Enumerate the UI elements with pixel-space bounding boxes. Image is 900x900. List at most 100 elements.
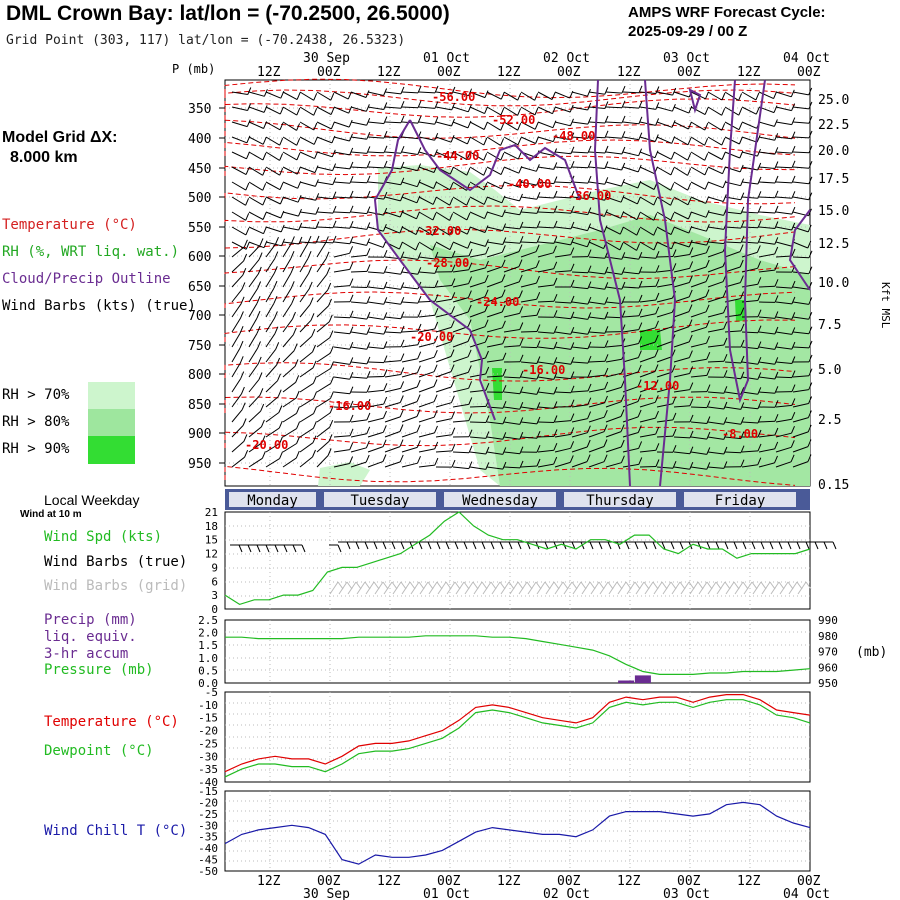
wind-barb-flag [417,115,422,124]
bottom-time-tick: 12Z [617,874,641,889]
wind-barb-flag [739,275,744,283]
wind-barb-staff [231,106,248,111]
y-tick-label: 12 [205,548,218,561]
wind-barb-flag [808,354,813,363]
top-time-tick: 12Z [737,65,761,80]
wind-barb-staff [520,166,537,172]
wind-barb-flag [502,385,507,393]
weekday-cell-inner [324,492,436,507]
wind-barb-staff [792,256,810,259]
wind-barb-flag [308,281,313,290]
wind-barb-staff [571,121,588,125]
grid-barb-staff [626,581,636,595]
wind-barb-flag [637,379,642,387]
wind-barb-staff [231,226,247,236]
wind-barb-flag [245,167,250,175]
wind-barb-flag [502,368,507,377]
true-barb-flag [661,541,666,550]
wind-barb-flag [740,387,745,395]
wind-barb-staff [299,288,310,303]
wind-barb-staff [571,446,588,453]
wind-barb-staff [435,341,452,348]
wind-barb-staff [537,106,553,115]
wind-barb-staff [690,266,707,273]
bottom-time-tick: 12Z [737,874,761,889]
grid-barb-staff [653,581,663,595]
wind-barb-flag [417,323,422,332]
bottom-time-tick: 12Z [377,874,401,889]
wind-barb-staff [673,282,690,288]
wind-barb-flag [636,243,641,251]
wind-barb-flag [313,137,318,145]
wind-barb-flag [723,337,728,346]
wind-barb-staff [792,431,809,438]
wind-barb-flag [587,89,591,97]
wind-barb-staff [333,196,351,199]
wind-barb-flag [705,320,710,328]
wind-barb-staff [656,181,671,191]
wind-barb-flag [569,104,574,113]
wind-barb-staff [656,311,673,318]
weekday-cell-inner [564,492,676,507]
wind-barb-flag [451,292,456,300]
grid-barb-flag [778,581,785,590]
wind-barb-flag [619,227,624,235]
wind-barb-staff [741,391,758,395]
wind-barb-staff [282,243,292,258]
wind-barb-staff [384,151,402,154]
wind-barb-staff [282,303,293,318]
wind-barb-flag [704,107,709,115]
wind-barb-staff [418,91,436,94]
wind-barb-flag [808,145,813,153]
wind-barb-flag [536,192,541,200]
wind-barb-staff [707,241,724,245]
true-barb-flag [544,541,549,550]
wind-barb-staff [537,331,555,334]
wind-barb-staff [724,406,741,410]
wind-barb-flag [672,263,677,271]
grid-barb-staff [590,581,600,595]
wind-barb-staff [741,251,758,258]
wind-barb-flag [638,336,643,344]
wind-barb-staff [486,343,503,348]
wind-barb-flag [807,410,812,418]
wind-barb-staff [316,397,331,408]
grid-barb-flag [535,581,542,590]
grid-barb-staff [365,581,375,595]
wind-barb-flag [621,267,626,275]
wind-barb-staff [435,226,451,236]
wind-barb-staff [707,344,724,348]
wind-barb-flag [553,415,558,423]
wind-barb-staff [520,91,535,101]
wind-barb-flag [502,352,507,360]
wind-barb-flag [670,227,675,235]
wind-barb-flag [621,296,626,304]
wind-barb-staff [758,391,775,394]
wind-barb-flag [604,130,609,138]
wind-barb-flag [587,281,592,289]
wind-barb-staff [231,196,246,206]
wind-barb-flag [240,386,245,395]
wind-barb-staff [588,136,606,139]
wind-barb-staff [384,301,401,305]
wind-barb-staff [350,461,367,468]
precip-label-2: liq. equiv. [44,629,137,645]
wind-barb-staff [384,121,402,124]
wind-barb-flag [570,427,575,435]
isotherm-label: -44.00 [436,149,479,163]
wind-barb-flag [706,384,711,392]
wind-barb-flag [808,266,813,274]
wind-barb-staff [537,136,554,143]
wind-barb-staff [333,268,350,273]
y-tick-label: 980 [818,630,838,643]
true-barb-flag [652,541,657,550]
wind-barb-staff [350,346,367,350]
y-tick-label: 1.0 [198,652,218,665]
wind-barb-staff [775,136,792,140]
wind-barb-flag [774,342,779,350]
wind-barb-staff [520,406,537,410]
wind-barb-staff [690,226,707,232]
wind-barb-staff [231,274,244,288]
wind-barb-staff [537,284,554,288]
wind-barb-flag [654,349,659,357]
